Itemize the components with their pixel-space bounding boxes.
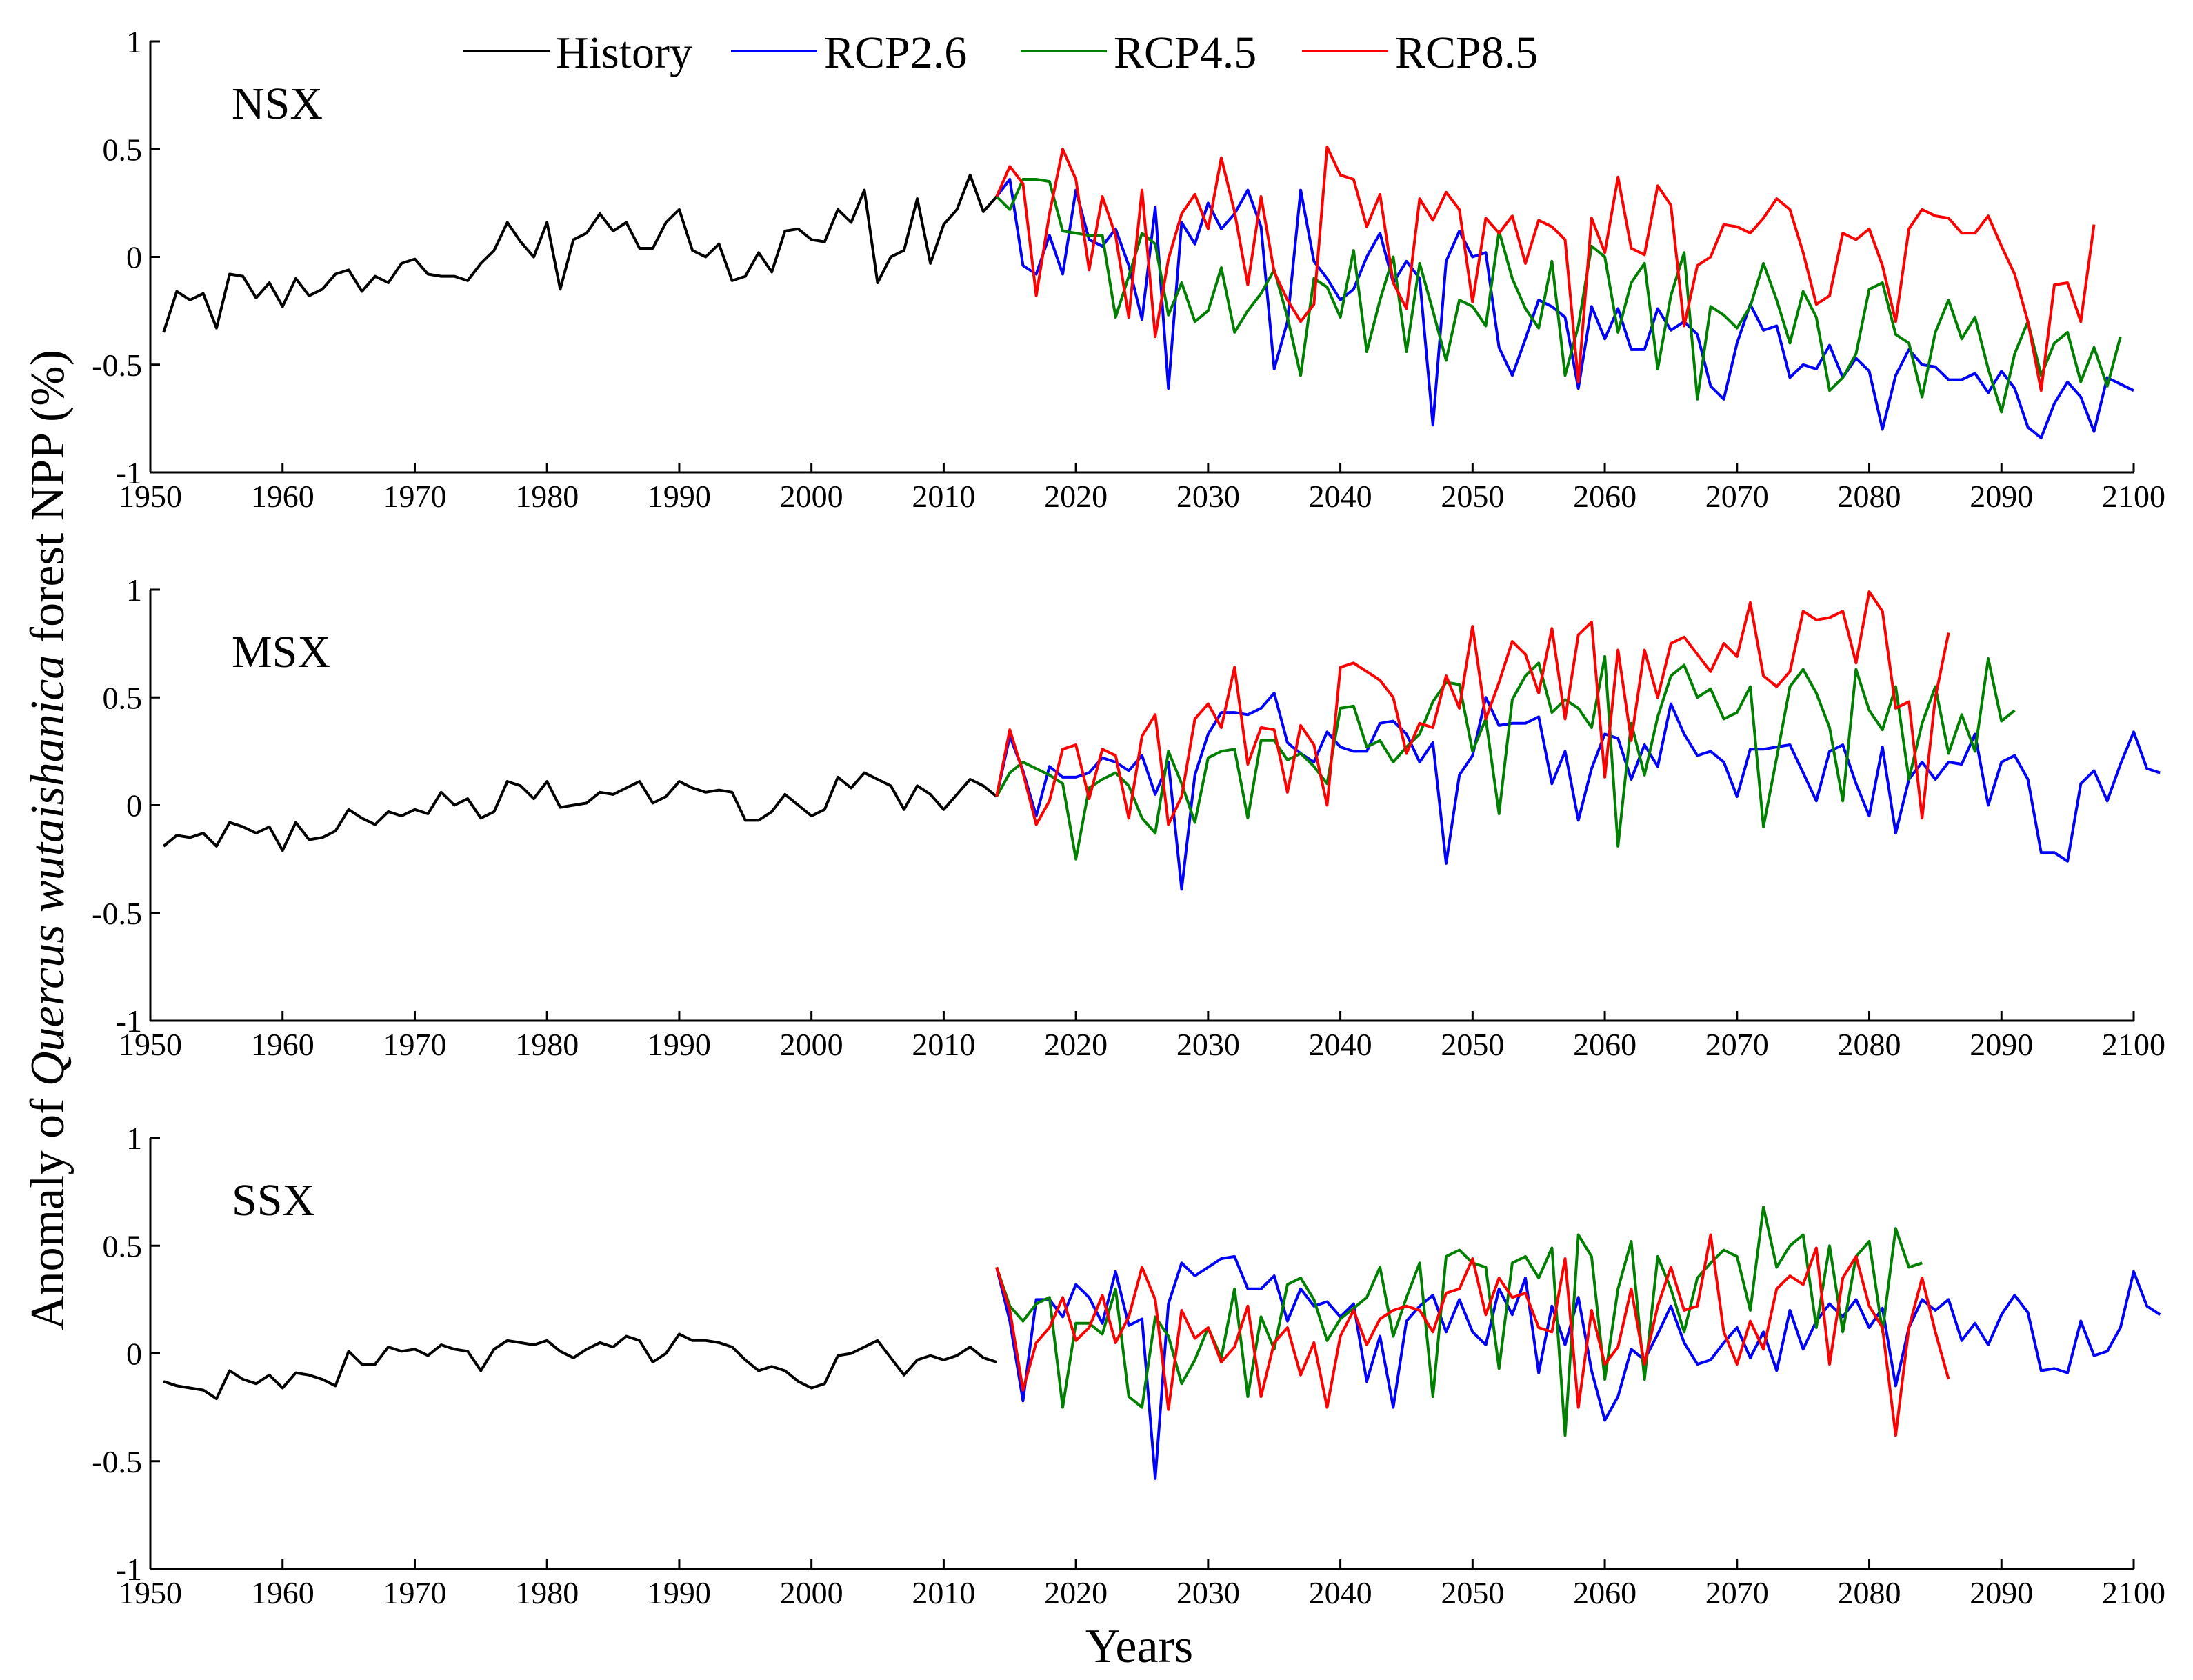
x-tick-label: 2020 [1044,1575,1108,1610]
x-tick-label: 2010 [912,1575,975,1610]
x-tick-label: 1980 [515,479,579,514]
x-tick-label: 2080 [1838,1575,1901,1610]
panel-label-ssx: SSX [232,1175,315,1226]
y-tick-label: 1 [126,1121,142,1156]
x-tick-label: 2040 [1309,1575,1372,1610]
series-rcp85 [995,590,1950,826]
x-tick-label: 2030 [1176,1027,1240,1062]
series-rcp26 [995,692,2161,891]
panel-msx: 1950 1960 1970 1980 1990 2000 2010 2020 2030 2040… [92,572,2165,1062]
legend-label-history: History [556,28,692,78]
y-tick-label: 0.5 [103,680,143,715]
x-tick-label: 1990 [648,1027,711,1062]
y-tick-label: -1 [116,1003,142,1039]
x-tick-label: 2070 [1705,1575,1769,1610]
legend: History RCP2.6 RCP4.5 RCP8.5 [463,28,1538,78]
x-tick-label: 1970 [383,1027,446,1062]
y-tick-label: 1 [126,572,142,608]
x-tick-label: 1990 [648,1575,711,1610]
panel-ssx: 1950 1960 1970 1980 1990 2000 2010 2020 2030 2040… [92,1121,2165,1610]
x-tick-label: 2010 [912,1027,975,1062]
x-tick-label: 2060 [1573,479,1636,514]
x-tick-label: 1970 [383,1575,446,1610]
x-tick-label: 2040 [1309,479,1372,514]
legend-label-rcp45: RCP4.5 [1114,28,1256,78]
x-tick-label: 1990 [648,479,711,514]
x-tick-label: 1960 [251,1027,314,1062]
x-tick-label: 2090 [1970,479,2033,514]
legend-label-rcp26: RCP2.6 [824,28,967,78]
x-tick-label: 2030 [1176,1575,1240,1610]
x-tick-label: 2030 [1176,479,1240,514]
series-rcp45 [995,1206,1923,1437]
series-history [163,1332,997,1401]
x-tick-label: 2090 [1970,1027,2033,1062]
legend-label-rcp85: RCP8.5 [1395,28,1538,78]
x-tick-label: 2020 [1044,1027,1108,1062]
y-axis-title-prefix: Anomaly of [21,1086,74,1330]
x-tick-label: 1950 [119,1575,182,1610]
x-tick-label: 2040 [1309,1027,1372,1062]
x-tick-label: 2050 [1441,1575,1504,1610]
series-rcp85 [995,146,2096,392]
y-tick-label: -0.5 [92,1444,142,1479]
x-tick-label: 2100 [2102,1575,2165,1610]
x-tick-label: 1960 [251,479,314,514]
y-tick-label: 0.5 [103,1228,143,1263]
x-axis-title: Years [1085,1620,1193,1673]
x-tick-label: 2070 [1705,479,1769,514]
y-tick-label: 0 [126,240,142,275]
x-tick-label: 2060 [1573,1027,1636,1062]
x-tick-label: 2050 [1441,1027,1504,1062]
series-rcp26 [995,178,2134,439]
y-axis-title-species: Quercus wutaishanica [21,655,74,1086]
y-axis-title: Anomaly of Quercus wutaishanica forest N… [21,350,74,1330]
x-tick-label: 2000 [780,1027,843,1062]
y-tick-label: 0 [126,788,142,823]
panels: 1950 1960 1970 1980 1990 2000 2010 2020 2030 2040… [92,24,2165,1610]
series-rcp26 [995,1254,2161,1480]
x-tick-label: 2080 [1838,479,1901,514]
y-tick-label: 1 [126,24,142,59]
y-axis-title-suffix: forest NPP (%) [21,350,74,655]
y-tick-label: -1 [116,1552,142,1587]
y-tick-label: 0.5 [103,132,143,167]
x-tick-label: 2060 [1573,1575,1636,1610]
series-history [162,173,998,333]
y-tick-label: 0 [126,1337,142,1372]
panel-label-nsx: NSX [232,79,323,129]
x-tick-label: 2000 [780,479,843,514]
x-tick-label: 2100 [2102,479,2165,514]
series-rcp45 [995,654,2016,861]
x-tick-label: 2090 [1970,1575,2033,1610]
y-tick-label: -1 [116,455,142,490]
x-tick-label: 2010 [912,479,975,514]
x-tick-label: 1950 [119,1027,182,1062]
x-tick-label: 2020 [1044,479,1108,514]
x-tick-label: 1970 [383,479,446,514]
y-tick-label: -0.5 [92,348,142,383]
x-tick-label: 2080 [1838,1027,1901,1062]
panel-nsx: 1950 1960 1970 1980 1990 2000 2010 2020 2030 2040… [92,24,2165,514]
x-tick-label: 2000 [780,1575,843,1610]
series-rcp85 [995,1233,1950,1437]
x-tick-label: 1980 [515,1027,579,1062]
series-rcp45 [995,178,2122,414]
series-history [162,771,998,852]
x-tick-label: 2070 [1705,1027,1769,1062]
x-tick-label: 2100 [2102,1027,2165,1062]
x-tick-label: 1980 [515,1575,579,1610]
panel-label-msx: MSX [232,627,330,677]
x-tick-label: 2050 [1441,479,1504,514]
x-tick-label: 1950 [119,479,182,514]
x-tick-label: 1960 [251,1575,314,1610]
y-tick-label: -0.5 [92,896,142,931]
